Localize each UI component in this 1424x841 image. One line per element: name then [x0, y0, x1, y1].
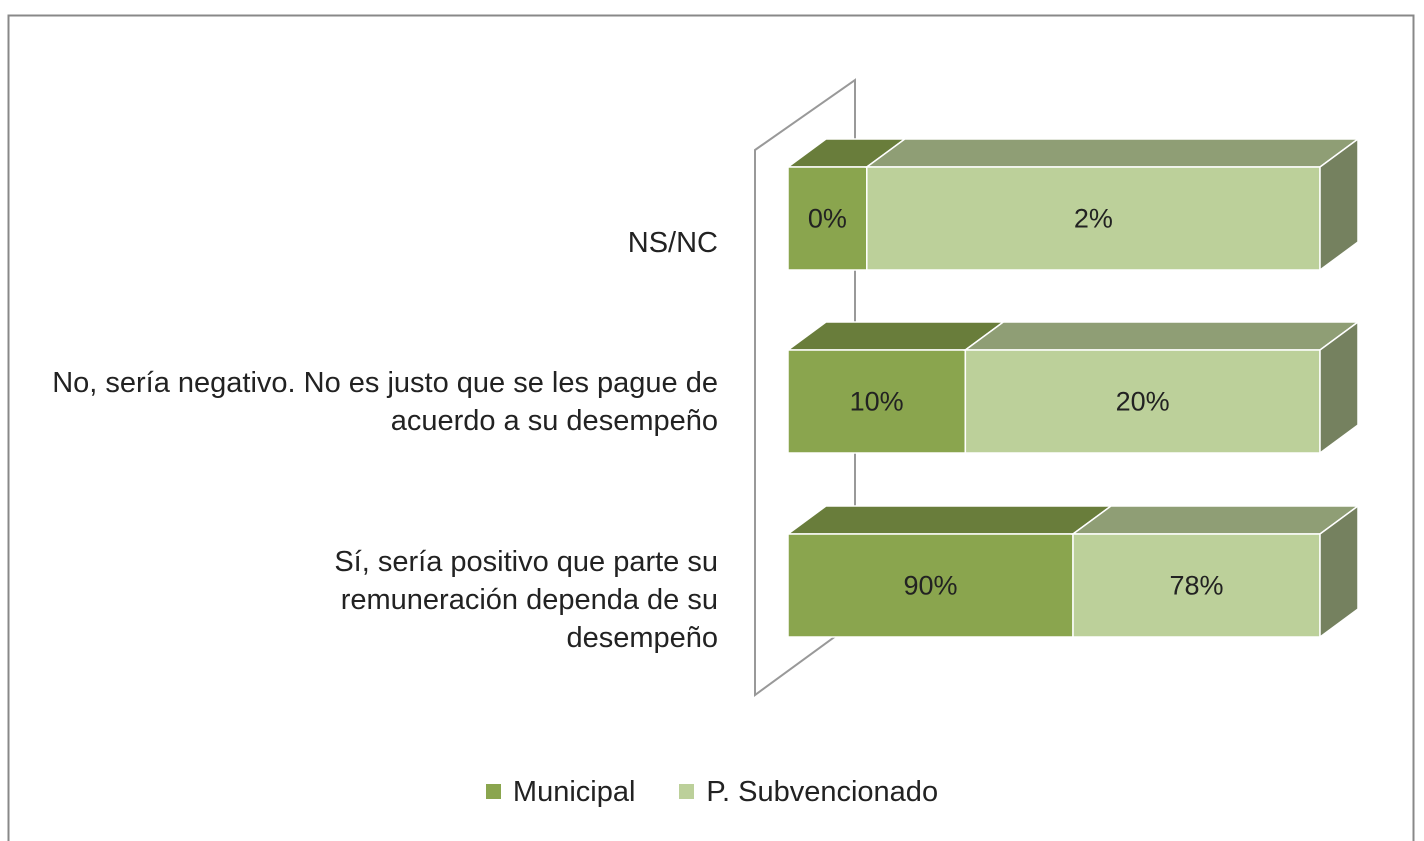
legend-swatch	[679, 783, 695, 799]
data-label: 2%	[1074, 204, 1113, 234]
chart-border	[7, 14, 1415, 841]
bar-top	[785, 505, 1114, 535]
legend-swatch	[485, 783, 501, 799]
data-label: 78%	[1169, 571, 1223, 601]
bar-top	[963, 321, 1361, 351]
legend-item: Municipal	[485, 776, 636, 809]
data-label: 90%	[903, 571, 957, 601]
bar	[787, 349, 967, 454]
bar	[964, 349, 1321, 454]
bar-top	[864, 138, 1361, 168]
bar	[787, 533, 1074, 638]
bar-side	[1319, 320, 1359, 455]
data-label: 20%	[1116, 387, 1170, 417]
bar	[1072, 533, 1321, 638]
bar-side	[1319, 137, 1359, 272]
category-label: No, sería negativo. No es justo que se l…	[52, 366, 718, 437]
legend-label: P. Subvencionado	[706, 776, 939, 808]
bar-side	[1319, 504, 1359, 639]
bar-top	[1070, 505, 1361, 535]
bar	[787, 166, 868, 271]
data-label: 0%	[808, 204, 847, 234]
bar	[866, 166, 1321, 271]
category-label: Sí, sería positivo que parte su remunera…	[334, 545, 718, 654]
category-label: NS/NC	[627, 226, 718, 259]
legend-label: Municipal	[512, 776, 636, 808]
legend: Municipal P. Subvencionado	[0, 776, 1424, 809]
legend-item: P. Subvencionado	[679, 776, 938, 809]
data-label: 10%	[850, 387, 904, 417]
